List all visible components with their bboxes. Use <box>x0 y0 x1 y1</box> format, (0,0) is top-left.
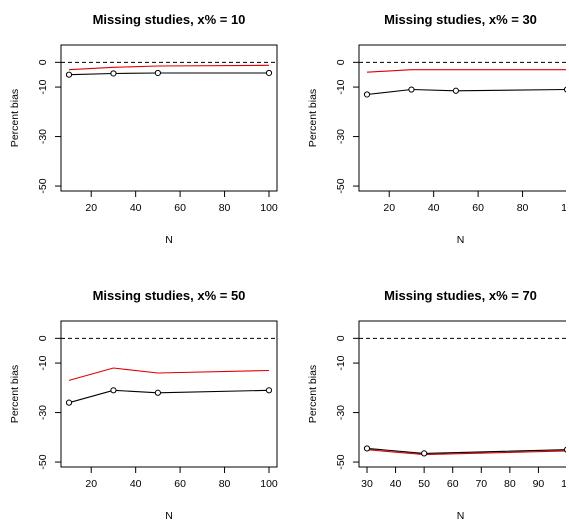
panel-3-y-tick-label: 0 <box>37 335 49 341</box>
panel-2-y-tick-label: -30 <box>335 129 347 144</box>
panel-3-xlabel: N <box>165 510 173 522</box>
panel-3-red-line <box>68 367 270 381</box>
panel-1-y-tick-label: -30 <box>37 129 49 144</box>
panel-1-x-tick-label: 80 <box>219 202 231 214</box>
panel-3-title: Missing studies, x% = 50 <box>93 288 246 303</box>
panel-1-data-point <box>65 71 73 78</box>
panel-1-plot-area <box>60 44 278 192</box>
panel-2-data-point <box>363 91 371 98</box>
panel-3-data-point <box>154 389 161 396</box>
panel-4: Missing studies, x% = 70 N Percent bias … <box>307 288 569 522</box>
panel-4-y-tick-label: 0 <box>335 335 347 341</box>
panel-2-y-tick-label: -10 <box>335 79 347 94</box>
panel-1-y-axis: 0 -10 -30 -50 <box>37 59 61 194</box>
panel-4-title: Missing studies, x% = 70 <box>384 288 537 303</box>
panel-2-y-tick-label: -50 <box>335 178 347 193</box>
panel-2-y-tick-label: 0 <box>335 59 347 65</box>
panel-3-x-tick-label: 40 <box>130 478 142 490</box>
panel-4-series-group <box>363 445 566 457</box>
panel-1-series-group <box>65 64 273 78</box>
panel-4-x-tick-label: 10 <box>561 478 569 490</box>
panel-3-x-tick-label: 20 <box>85 478 97 490</box>
panel-2-y-axis: 0 -10 -30 -50 <box>335 59 359 194</box>
panel-2-xlabel: N <box>457 234 465 246</box>
panel-2-ylabel: Percent bias <box>307 89 319 147</box>
panel-2-data-point <box>408 86 415 93</box>
panel-3-x-axis: 20 40 60 80 100 <box>85 467 278 490</box>
panel-3-plot-area <box>60 320 278 468</box>
panel-4-x-tick-label: 70 <box>475 478 487 490</box>
panel-3-y-tick-label: -30 <box>37 405 49 420</box>
panel-4-y-tick-label: -10 <box>335 355 347 370</box>
panel-2-data-point <box>563 86 566 93</box>
panel-2-plot-area <box>358 44 566 192</box>
panel-2-x-tick-label: 60 <box>472 202 484 214</box>
panel-3-y-tick-label: -50 <box>37 454 49 469</box>
panel-2-x-tick-label: 80 <box>517 202 529 214</box>
panel-4-x-tick-label: 60 <box>447 478 459 490</box>
panel-3-data-point <box>110 387 117 394</box>
panel-1-x-tick-label: 60 <box>174 202 186 214</box>
panel-1-x-tick-label: 20 <box>85 202 97 214</box>
panel-3-x-tick-label: 60 <box>174 478 186 490</box>
panel-3: Missing studies, x% = 50 N Percent bias … <box>9 288 278 522</box>
panel-1-x-tick-label: 100 <box>260 202 278 214</box>
panel-3-black-line <box>68 389 270 404</box>
panel-1-data-point <box>265 69 273 77</box>
panel-3-y-tick-label: -10 <box>37 355 49 370</box>
panel-3-series-group <box>65 367 273 406</box>
panel-3-ylabel: Percent bias <box>9 365 21 423</box>
panel-1-title: Missing studies, x% = 10 <box>93 12 246 27</box>
panel-2-x-tick-label: 10 <box>561 202 569 214</box>
panel-3-data-point <box>265 387 273 394</box>
panel-4-x-tick-label: 50 <box>418 478 430 490</box>
panel-1-data-point <box>154 69 161 77</box>
panel-2-x-axis: 20 40 60 80 10 <box>383 191 569 214</box>
panel-2-x-tick-label: 20 <box>383 202 395 214</box>
panel-4-y-tick-label: -50 <box>335 454 347 469</box>
panel-1-x-axis: 20 40 60 80 100 <box>85 191 278 214</box>
panel-3-x-tick-label: 80 <box>219 478 231 490</box>
panel-1-ylabel: Percent bias <box>9 89 21 147</box>
panel-1-x-tick-label: 40 <box>130 202 142 214</box>
panel-1-black-line <box>68 72 269 76</box>
panel-4-x-tick-label: 30 <box>361 478 373 490</box>
panel-2-series-group <box>363 69 566 98</box>
panel-3-data-point <box>65 399 73 406</box>
panel-4-x-axis: 30 40 50 60 70 80 90 10 <box>361 467 569 490</box>
panel-2: Missing studies, x% = 30 N Percent bias … <box>307 12 569 246</box>
panel-3-y-axis: 0 -10 -30 -50 <box>37 335 61 470</box>
panel-2-title: Missing studies, x% = 30 <box>384 12 537 27</box>
panel-4-x-tick-label: 40 <box>390 478 402 490</box>
panel-1: Missing studies, x% = 10 N Percent bias … <box>9 12 278 246</box>
panel-2-red-line <box>366 69 566 73</box>
panel-1-data-point <box>110 70 117 77</box>
panel-4-y-axis: 0 -10 -30 -50 <box>335 335 359 470</box>
panel-2-black-line <box>366 88 566 96</box>
panel-2-data-point <box>452 87 459 94</box>
panel-1-y-tick-label: 0 <box>37 59 49 65</box>
panel-4-data-point <box>421 450 428 457</box>
panel-2-x-tick-label: 40 <box>428 202 440 214</box>
panel-4-x-tick-label: 80 <box>504 478 516 490</box>
panel-1-y-tick-label: -50 <box>37 178 49 193</box>
panel-1-xlabel: N <box>165 234 173 246</box>
panel-4-plot-area <box>358 320 566 468</box>
panel-4-y-tick-label: -30 <box>335 405 347 420</box>
panel-4-xlabel: N <box>457 510 465 522</box>
panel-4-x-tick-label: 90 <box>533 478 545 490</box>
panel-1-red-line <box>68 64 270 71</box>
panel-4-data-point <box>363 445 371 452</box>
panel-4-ylabel: Percent bias <box>307 365 319 423</box>
panel-1-y-tick-label: -10 <box>37 79 49 94</box>
panel-4-data-point <box>563 446 566 453</box>
panel-3-x-tick-label: 100 <box>260 478 278 490</box>
